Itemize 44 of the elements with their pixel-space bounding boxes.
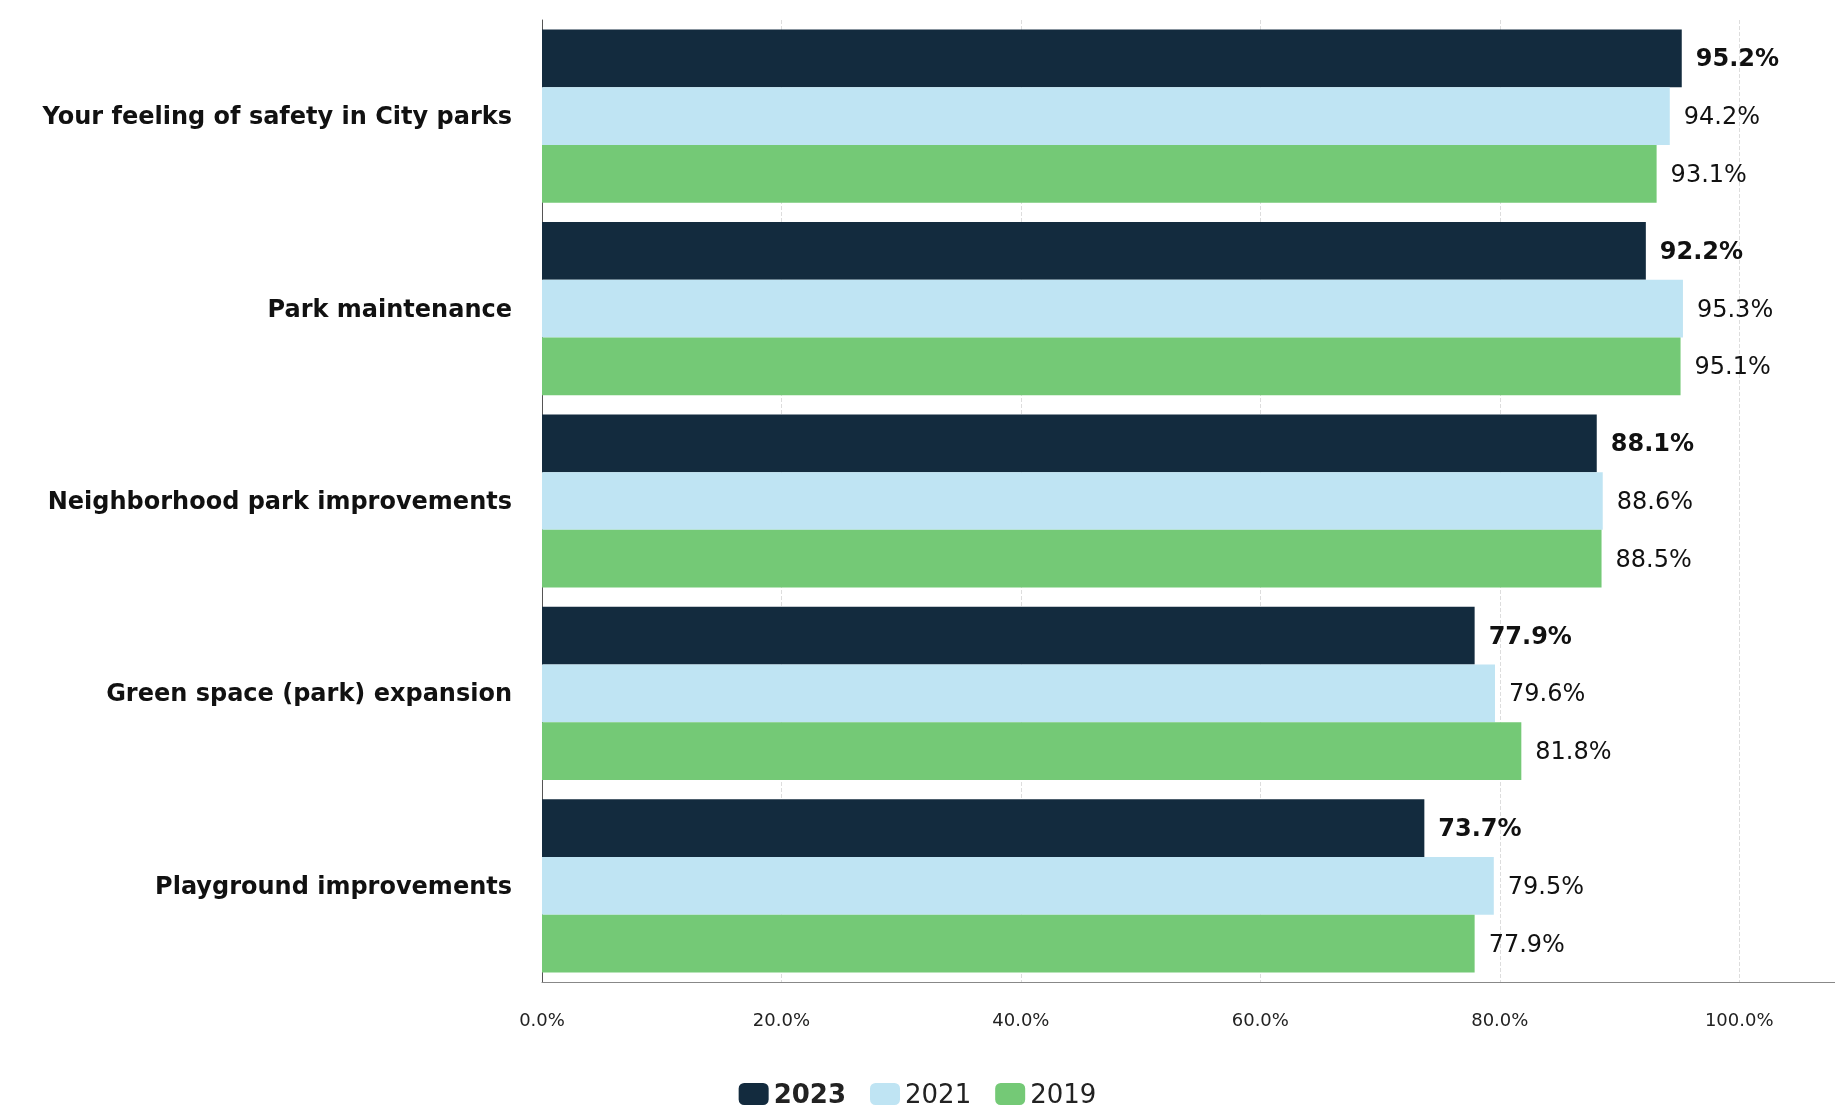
legend-label: 2023 — [773, 1079, 847, 1109]
bar — [542, 145, 1657, 203]
data-label: 81.8% — [1535, 737, 1612, 766]
data-label: 79.6% — [1508, 679, 1586, 708]
y-tick-label: Green space (park) expansion — [106, 679, 512, 708]
y-tick-label: Playground improvements — [155, 871, 512, 900]
x-tick-label: 40.0% — [992, 1008, 1050, 1030]
data-label: 88.5% — [1615, 544, 1692, 573]
legend-label: 2021 — [905, 1079, 972, 1109]
data-label: 73.7% — [1438, 814, 1522, 843]
bar — [542, 606, 1475, 665]
bar — [542, 664, 1495, 723]
legend-label: 2019 — [1030, 1079, 1097, 1109]
x-tick-label: 60.0% — [1231, 1008, 1289, 1030]
bar — [542, 414, 1597, 473]
data-label: 95.3% — [1696, 294, 1774, 323]
x-tick-label: 80.0% — [1471, 1008, 1529, 1030]
x-tick-label: 0.0% — [519, 1008, 565, 1030]
bar — [542, 337, 1681, 396]
bar — [542, 279, 1683, 338]
y-tick-label: Your feeling of safety in City parks — [41, 102, 512, 131]
bar — [542, 87, 1670, 146]
data-label: 79.5% — [1507, 871, 1585, 900]
data-label: 95.1% — [1694, 352, 1771, 381]
data-label: 88.1% — [1610, 429, 1695, 458]
data-label: 77.9% — [1488, 621, 1572, 650]
data-label: 93.1% — [1670, 159, 1747, 188]
x-tick-label: 20.0% — [752, 1008, 811, 1030]
bar — [542, 222, 1646, 280]
bar — [542, 799, 1425, 857]
x-tick-label: 100.0% — [1704, 1008, 1774, 1030]
bar — [542, 472, 1603, 530]
bar — [542, 856, 1494, 915]
data-label: 95.2% — [1695, 44, 1780, 73]
bar — [542, 914, 1475, 973]
bar — [542, 722, 1522, 780]
bar — [542, 529, 1602, 588]
data-label: 92.2% — [1659, 236, 1744, 265]
data-label: 94.2% — [1683, 102, 1761, 131]
bar — [542, 29, 1682, 88]
data-label: 88.6% — [1616, 487, 1693, 515]
y-tick-label: Park maintenance — [267, 294, 512, 323]
data-label: 77.9% — [1488, 929, 1565, 958]
y-tick-label: Neighborhood park improvements — [47, 487, 512, 515]
